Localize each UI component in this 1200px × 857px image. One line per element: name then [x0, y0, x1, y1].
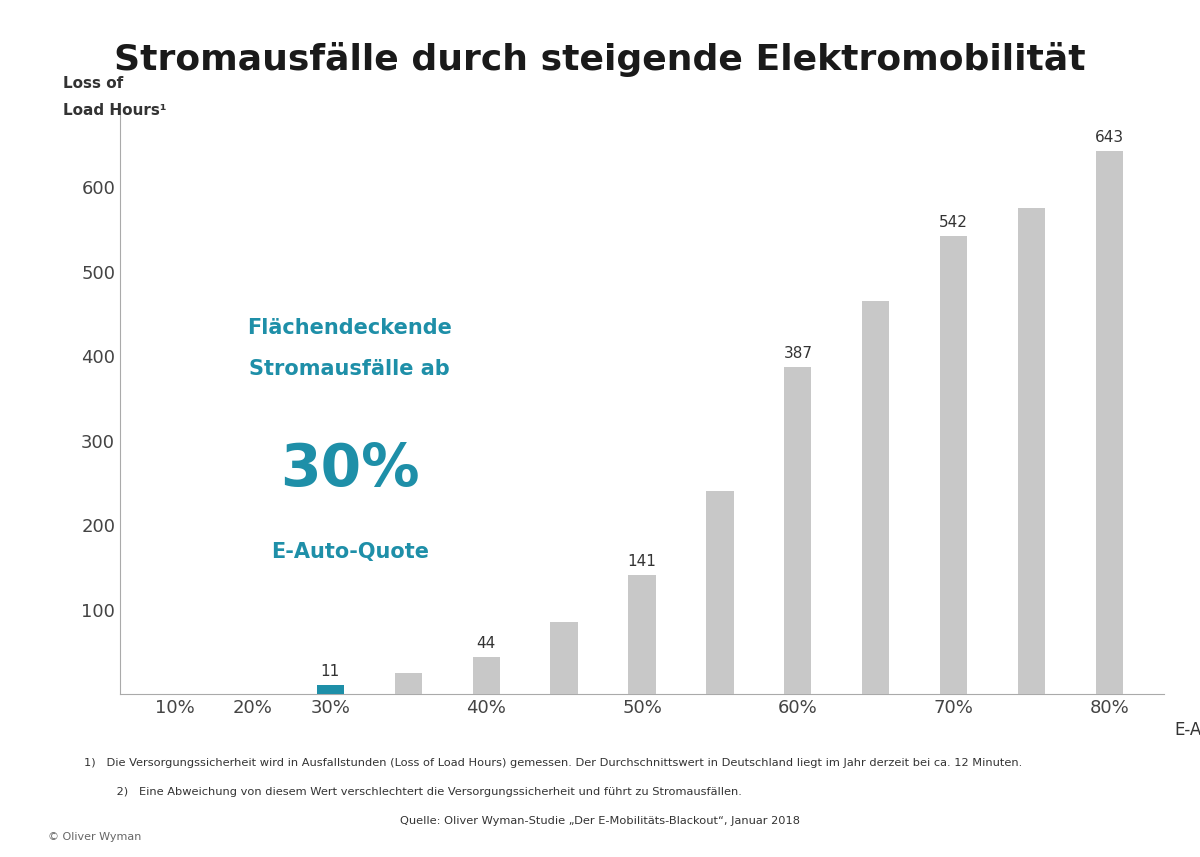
- Text: 2)   Eine Abweichung von diesem Wert verschlechtert die Versorgungssicherheit un: 2) Eine Abweichung von diesem Wert versc…: [84, 787, 742, 797]
- Bar: [1018, 208, 1045, 694]
- Bar: [629, 575, 655, 694]
- Text: 30%: 30%: [280, 441, 420, 498]
- Text: Flächendeckende: Flächendeckende: [247, 318, 452, 338]
- Text: Stromausfälle durch steigende Elektromobilität: Stromausfälle durch steigende Elektromob…: [114, 43, 1086, 77]
- Text: Stromausfälle ab: Stromausfälle ab: [250, 359, 450, 379]
- Text: E-Auto-Quote: E-Auto-Quote: [271, 542, 428, 562]
- Text: 1)   Die Versorgungssicherheit wird in Ausfallstunden (Loss of Load Hours) gemes: 1) Die Versorgungssicherheit wird in Aus…: [84, 758, 1022, 769]
- Text: 141: 141: [628, 554, 656, 569]
- Bar: [473, 657, 500, 694]
- Bar: [551, 622, 577, 694]
- Text: Loss of: Loss of: [62, 76, 122, 91]
- Bar: [707, 491, 733, 694]
- Bar: [317, 685, 344, 694]
- Bar: [784, 368, 811, 694]
- Text: E-Auto-Quote: E-Auto-Quote: [1175, 721, 1200, 739]
- Text: 387: 387: [784, 346, 812, 362]
- Bar: [395, 673, 422, 694]
- Bar: [1096, 151, 1123, 694]
- Text: 11: 11: [320, 664, 340, 679]
- Bar: [940, 237, 967, 694]
- Text: 643: 643: [1094, 130, 1124, 145]
- Text: 44: 44: [476, 636, 496, 651]
- Text: 542: 542: [940, 215, 968, 231]
- Text: © Oliver Wyman: © Oliver Wyman: [48, 831, 142, 842]
- Text: Load Hours¹: Load Hours¹: [62, 103, 166, 117]
- Bar: [862, 302, 889, 694]
- Text: Quelle: Oliver Wyman-Studie „Der E-Mobilitäts-Blackout“, Januar 2018: Quelle: Oliver Wyman-Studie „Der E-Mobil…: [400, 816, 800, 826]
